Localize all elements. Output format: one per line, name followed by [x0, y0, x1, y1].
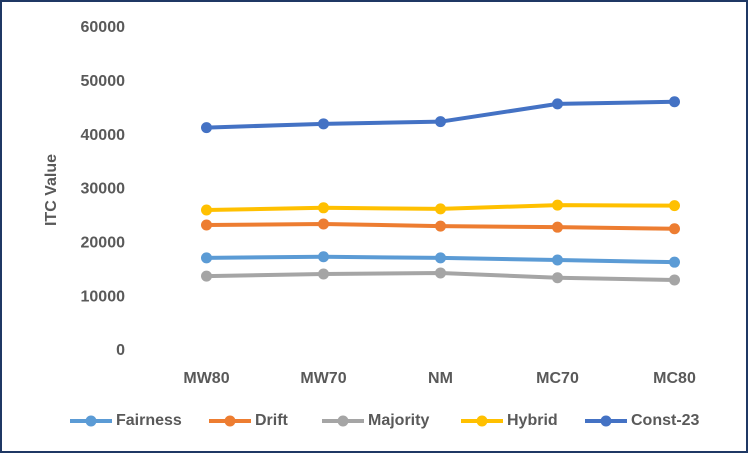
- legend-label: Fairness: [116, 412, 182, 429]
- x-tick-label: MC70: [536, 370, 579, 387]
- x-tick-label: MC80: [653, 370, 696, 387]
- point: [669, 200, 680, 212]
- legend-label: Drift: [255, 412, 289, 429]
- legend-marker: [600, 415, 612, 427]
- y-tick-label: 10000: [81, 288, 126, 305]
- point: [552, 272, 563, 284]
- point: [318, 202, 329, 214]
- legend-label: Hybrid: [507, 412, 558, 429]
- legend-marker: [224, 415, 236, 427]
- y-tick-label: 40000: [81, 127, 126, 144]
- point: [201, 270, 212, 282]
- point: [552, 254, 563, 266]
- point: [318, 251, 329, 263]
- y-tick-label: 60000: [81, 19, 126, 36]
- point: [435, 116, 446, 128]
- point: [201, 252, 212, 264]
- point: [552, 199, 563, 211]
- point: [318, 268, 329, 280]
- legend-marker: [85, 415, 97, 427]
- legend-label: Const-23: [631, 412, 700, 429]
- legend-label: Majority: [368, 412, 429, 429]
- point: [435, 220, 446, 232]
- point: [669, 256, 680, 268]
- y-tick-label: 50000: [81, 73, 126, 90]
- x-tick-label: MW80: [183, 370, 229, 387]
- point: [435, 203, 446, 215]
- point: [201, 204, 212, 216]
- point: [318, 218, 329, 230]
- point: [669, 274, 680, 286]
- y-tick-label: 30000: [81, 181, 126, 198]
- point: [201, 122, 212, 134]
- point: [318, 118, 329, 130]
- legend-marker: [337, 415, 349, 427]
- y-tick-label: 0: [116, 342, 125, 359]
- point: [669, 223, 680, 235]
- x-tick-label: NM: [428, 370, 453, 387]
- point: [435, 267, 446, 279]
- point: [552, 221, 563, 233]
- point: [435, 252, 446, 264]
- x-tick-label: MW70: [300, 370, 346, 387]
- point: [552, 98, 563, 110]
- y-tick-label: 20000: [81, 235, 126, 252]
- point: [201, 219, 212, 231]
- point: [669, 96, 680, 108]
- y-axis-label: ITC Value: [43, 154, 60, 226]
- legend-marker: [476, 415, 488, 427]
